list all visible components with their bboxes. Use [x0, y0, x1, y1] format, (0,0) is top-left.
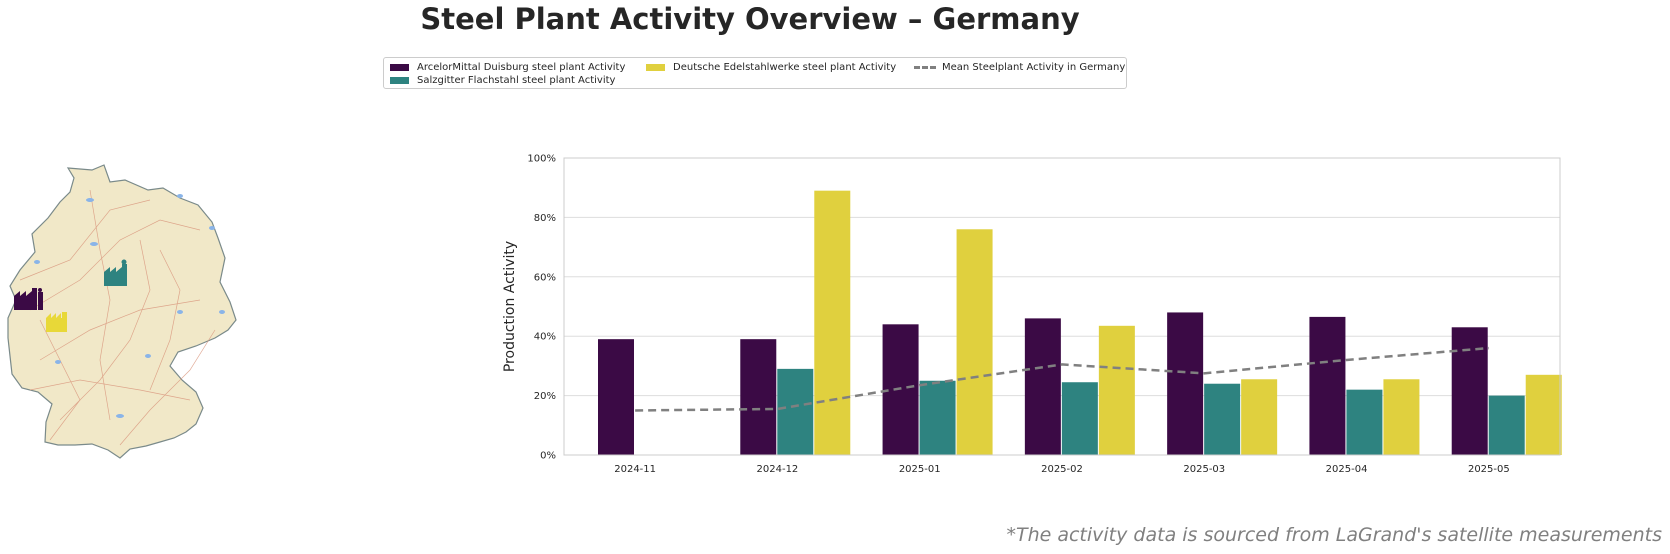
legend-item-arcelormittal: ArcelorMittal Duisburg steel plant Activ…	[390, 61, 625, 74]
legend-line	[914, 66, 936, 69]
x-tick-label: 2025-01	[899, 464, 941, 475]
bar	[1451, 327, 1488, 455]
data-source-footnote: *The activity data is sourced from LaGra…	[1006, 524, 1662, 546]
bar	[1241, 379, 1278, 455]
road-network	[19, 189, 216, 446]
x-tick-label: 2025-02	[1041, 464, 1083, 475]
x-tick-label: 2025-05	[1468, 464, 1510, 475]
bar	[1346, 389, 1383, 455]
legend-swatch	[390, 77, 409, 84]
bar	[814, 190, 851, 456]
bar	[777, 368, 814, 455]
y-axis-ticks: 0% 20% 40% 60% 80% 100%	[527, 154, 556, 462]
y-tick-label: 20%	[534, 391, 556, 402]
legend-item-salzgitter: Salzgitter Flachstahl steel plant Activi…	[390, 74, 615, 87]
page-title: Steel Plant Activity Overview – Germany	[420, 2, 1080, 36]
legend-swatch	[390, 64, 409, 71]
bar	[1309, 316, 1346, 455]
factory-icon	[104, 259, 127, 286]
x-tick-label: 2025-03	[1183, 464, 1225, 475]
chart-legend: ArcelorMittal Duisburg steel plant Activ…	[383, 57, 1127, 89]
legend-label: Salzgitter Flachstahl steel plant Activi…	[417, 75, 616, 86]
bar	[1525, 374, 1562, 455]
bars	[598, 190, 1562, 456]
legend-label: ArcelorMittal Duisburg steel plant Activ…	[417, 62, 626, 73]
bar	[1383, 379, 1420, 455]
legend-item-mean: Mean Steelplant Activity in Germany	[914, 61, 1125, 74]
y-tick-label: 40%	[534, 332, 556, 343]
bar	[1024, 318, 1061, 455]
bar	[1061, 382, 1098, 455]
x-axis-ticks: 2024-11 2024-12 2025-01 2025-02 2025-03 2025-…	[614, 464, 1510, 475]
bar	[598, 339, 634, 455]
y-tick-label: 60%	[534, 272, 556, 283]
activity-chart: 0% 20% 40% 60% 80% 100% 2024-11 2024-12 2025-01…	[502, 154, 1562, 475]
bar	[919, 380, 956, 455]
bar	[956, 229, 993, 455]
y-tick-label: 100%	[527, 154, 556, 165]
bar	[1167, 312, 1204, 455]
germany-outline	[7, 164, 237, 459]
plot-frame	[563, 157, 1561, 456]
legend-label: Deutsche Edelstahlwerke steel plant Acti…	[673, 62, 897, 73]
bar	[1098, 325, 1135, 455]
x-tick-label: 2024-11	[614, 464, 656, 475]
y-tick-label: 0%	[540, 451, 556, 462]
y-axis-label: Production Activity	[502, 241, 518, 372]
x-tick-label: 2025-04	[1326, 464, 1368, 475]
factory-icon	[14, 288, 43, 310]
lakes	[34, 194, 225, 418]
bar	[740, 339, 777, 455]
legend-label: Mean Steelplant Activity in Germany	[942, 62, 1126, 73]
y-tick-label: 80%	[534, 213, 556, 224]
legend-item-edelstahl: Deutsche Edelstahlwerke steel plant Acti…	[646, 61, 896, 74]
factory-icon	[46, 312, 67, 332]
bar	[1204, 383, 1241, 455]
x-tick-label: 2024-12	[757, 464, 799, 475]
mean-activity-line	[635, 346, 1489, 412]
germany-map	[7, 164, 237, 459]
legend-swatch	[646, 64, 665, 71]
bar	[1488, 395, 1525, 455]
